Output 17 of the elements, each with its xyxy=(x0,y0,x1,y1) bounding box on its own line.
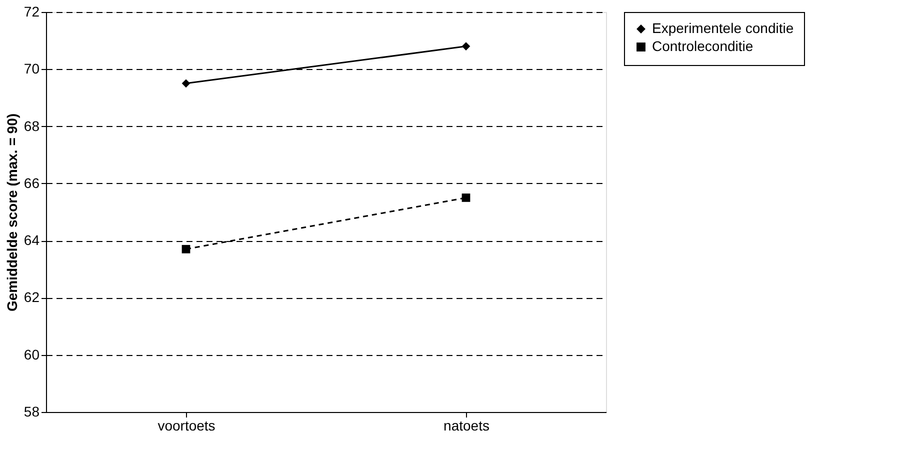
x-tick-label: voortoets xyxy=(158,418,216,434)
legend-label: Experimentele conditie xyxy=(652,20,794,36)
legend-label: Controleconditie xyxy=(652,38,754,54)
point xyxy=(182,244,190,254)
y-tick-label: 70 xyxy=(24,60,40,77)
y-tick-label: 66 xyxy=(24,174,40,191)
y-tick-label: 68 xyxy=(24,118,40,134)
y-tick-label: 64 xyxy=(24,232,40,248)
x-tick-label: natoets xyxy=(444,418,490,434)
y-tick-label: 60 xyxy=(24,346,40,362)
point xyxy=(462,42,470,50)
y-tick-label: 72 xyxy=(24,4,40,20)
point xyxy=(182,79,190,88)
point xyxy=(462,194,470,202)
y-axis-title: Gemiddelde score (max. = 90) xyxy=(4,113,20,312)
y-tick-label: 58 xyxy=(24,404,40,420)
y-tick-label: 62 xyxy=(24,289,40,306)
